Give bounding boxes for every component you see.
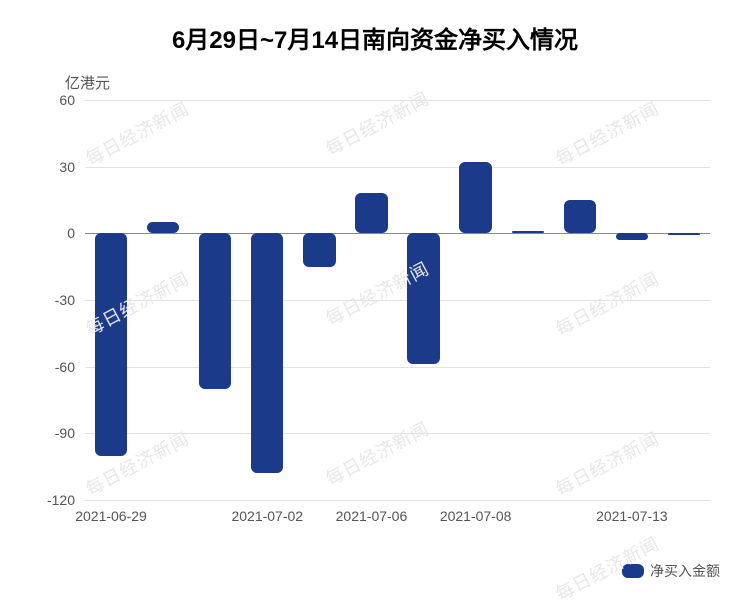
grid-line [85,100,710,101]
grid-line [85,433,710,434]
bar [251,233,283,473]
plot-area: -120-90-60-30030602021-06-292021-07-0220… [85,100,710,500]
bar [407,233,439,364]
y-tick-label: 30 [59,159,85,175]
chart-container: 6月29日~7月14日南向资金净买入情况 亿港元 -120-90-60-3003… [0,0,750,593]
bar [147,222,179,233]
legend-swatch [622,564,644,578]
x-tick-label: 2021-07-06 [336,500,408,524]
y-tick-label: 60 [59,92,85,108]
bar [512,231,544,233]
legend: 净买入金额 [622,561,720,581]
y-tick-label: -60 [55,359,85,375]
x-tick-label: 2021-07-02 [231,500,303,524]
y-tick-label: 0 [67,225,85,241]
bar [303,233,335,266]
bar [616,233,648,240]
grid-line [85,367,710,368]
bar [564,200,596,233]
bar [355,193,387,233]
bar [668,233,700,235]
y-tick-label: -30 [55,292,85,308]
legend-label: 净买入金额 [650,561,720,581]
grid-line [85,300,710,301]
y-tick-label: -90 [55,425,85,441]
x-tick-label: 2021-06-29 [75,500,147,524]
grid-line [85,167,710,168]
x-tick-label: 2021-07-13 [596,500,668,524]
bar [199,233,231,389]
y-axis-unit-label: 亿港元 [65,72,110,93]
chart-title: 6月29日~7月14日南向资金净买入情况 [0,20,750,55]
x-tick-label: 2021-07-08 [440,500,512,524]
bar [95,233,127,455]
bar [459,162,491,233]
